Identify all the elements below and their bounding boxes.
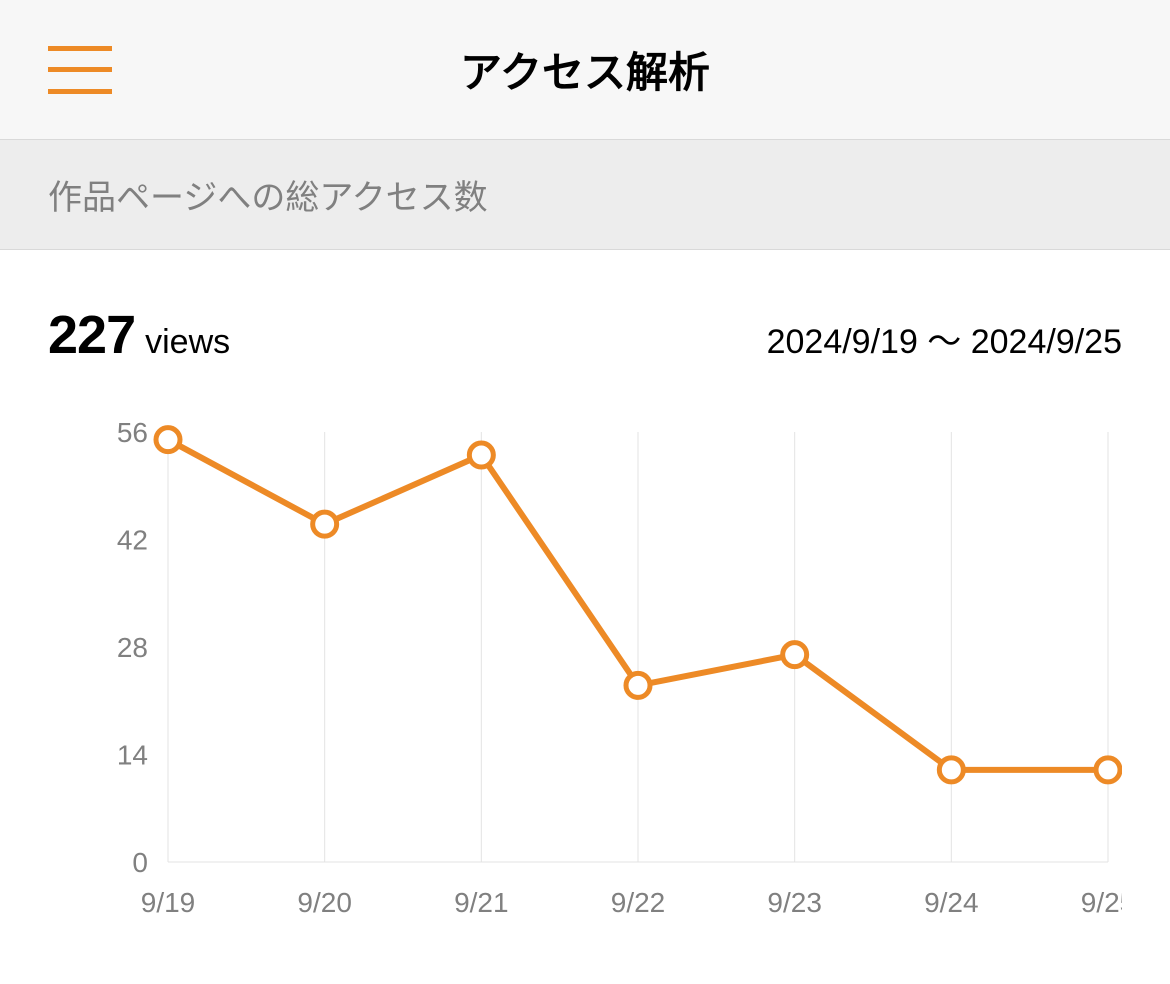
x-axis-label: 9/24 [924, 887, 979, 918]
y-axis-label: 14 [117, 740, 148, 771]
page-title: アクセス解析 [460, 39, 710, 100]
x-axis-label: 9/19 [141, 887, 196, 918]
total-views-number: 227 [48, 304, 135, 366]
hamburger-line [48, 67, 112, 72]
stats-total: 227 views [48, 304, 230, 366]
chart-data-point[interactable] [313, 512, 337, 536]
y-axis-label: 56 [117, 422, 148, 448]
subheader-title: 作品ページへの総アクセス数 [48, 170, 1122, 219]
date-range: 2024/9/19 〜 2024/9/25 [767, 314, 1122, 363]
header: アクセス解析 [0, 0, 1170, 140]
y-axis-label: 42 [117, 525, 148, 556]
subheader: 作品ページへの総アクセス数 [0, 140, 1170, 250]
x-axis-label: 9/20 [297, 887, 352, 918]
hamburger-line [48, 46, 112, 51]
chart-container: 0 14 28 42 56 9/19 9/20 9/21 9/22 9/23 9/24 9/25 [0, 382, 1170, 952]
chart-data-point[interactable] [469, 443, 493, 467]
chart-data-point[interactable] [1096, 758, 1120, 782]
stats-row: 227 views 2024/9/19 〜 2024/9/25 [0, 250, 1170, 382]
views-line-chart: 0 14 28 42 56 9/19 9/20 9/21 9/22 9/23 9/24 9/25 [48, 422, 1122, 932]
x-axis-label: 9/21 [454, 887, 509, 918]
x-axis-label: 9/23 [767, 887, 822, 918]
hamburger-menu-icon[interactable] [48, 46, 112, 94]
chart-data-point[interactable] [156, 428, 180, 452]
hamburger-line [48, 89, 112, 94]
total-views-unit: views [145, 323, 230, 362]
chart-data-point[interactable] [626, 673, 650, 697]
chart-data-point[interactable] [939, 758, 963, 782]
x-axis-label: 9/22 [611, 887, 666, 918]
chart-data-point[interactable] [783, 643, 807, 667]
y-axis-label: 0 [132, 847, 148, 878]
y-axis-label: 28 [117, 632, 148, 663]
x-axis-label: 9/25 [1081, 887, 1122, 918]
